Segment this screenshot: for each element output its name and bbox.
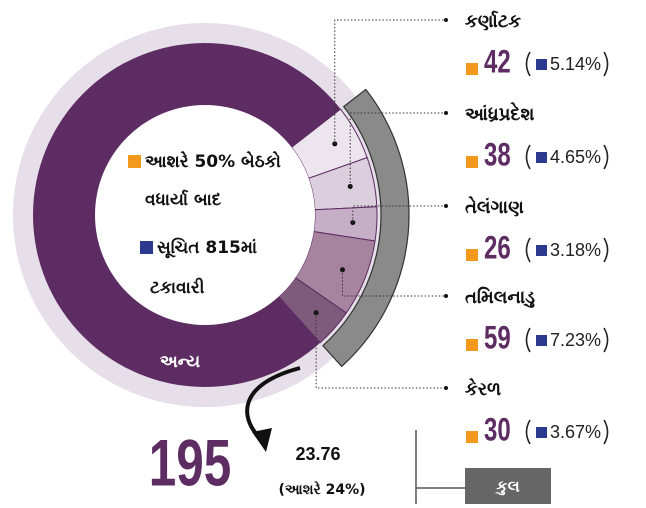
paren <box>525 237 531 263</box>
seat-value: 38 <box>484 136 511 172</box>
paren <box>525 144 531 170</box>
total: 195 <box>149 427 232 501</box>
state-name: તેલંગાણ <box>465 196 524 218</box>
share-value: 3.18% <box>550 240 601 260</box>
seat-value: 26 <box>484 229 511 265</box>
leader-line <box>315 312 445 389</box>
state-name: તમિલનાડુ <box>465 286 535 308</box>
seat-marker <box>466 339 478 351</box>
total-label: કુલ <box>494 477 519 497</box>
paren <box>603 144 609 170</box>
legend-text: આશરે 50% બેઠકો <box>145 150 281 172</box>
others-label: અન્ય <box>160 352 200 372</box>
share-marker <box>536 59 547 70</box>
group-band <box>322 88 410 368</box>
share-marker <box>536 335 547 346</box>
state-name: કર્ણાટક <box>465 10 521 32</box>
center-hole <box>95 105 315 325</box>
leader-line <box>352 205 445 223</box>
legend-text: સૂચિત 815માં <box>157 237 257 258</box>
share-marker <box>536 152 547 163</box>
seat-marker <box>466 431 478 443</box>
total-share-note: (આશરે 24%) <box>278 480 365 498</box>
paren <box>525 327 531 353</box>
leader-end <box>444 111 448 115</box>
paren <box>603 237 609 263</box>
share-value: 4.65% <box>550 147 601 167</box>
paren <box>525 419 531 445</box>
seat-marker <box>466 63 478 75</box>
leader-end <box>444 18 448 22</box>
leader-line <box>342 269 445 297</box>
seat-marker <box>466 249 478 261</box>
state-name: આંધ્રપ્રદેશ <box>465 102 534 125</box>
state-name: કેરળ <box>465 378 501 400</box>
seat-marker <box>466 156 478 168</box>
legend-text: ટકાવારી <box>150 277 205 298</box>
total-box <box>465 468 551 504</box>
paren <box>603 327 609 353</box>
seat-value: 59 <box>484 319 511 355</box>
share-marker <box>536 427 547 438</box>
legend-swatch <box>128 155 141 168</box>
leader-end <box>444 386 448 390</box>
share-value: 7.23% <box>550 330 601 350</box>
share-value: 5.14% <box>550 54 601 74</box>
leader-line <box>349 112 445 187</box>
seat-value: 30 <box>484 411 511 447</box>
paren <box>603 51 609 77</box>
paren <box>603 419 609 445</box>
arrow-head <box>252 428 272 452</box>
leader-end <box>444 204 448 208</box>
share-marker <box>536 245 547 256</box>
leader-end <box>444 294 448 298</box>
seat-value: 42 <box>484 43 511 79</box>
total-share: 23.76 <box>295 444 340 464</box>
paren <box>525 51 531 77</box>
share-value: 3.67% <box>550 422 601 442</box>
legend-text: વધાર્યા બાદ <box>145 189 222 210</box>
legend-swatch <box>140 241 153 254</box>
leader-line <box>334 19 445 144</box>
